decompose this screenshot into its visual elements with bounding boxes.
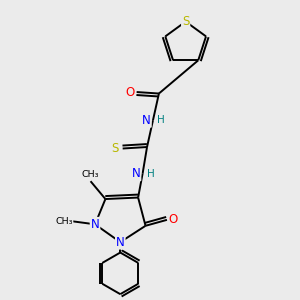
Text: S: S <box>112 142 119 155</box>
Text: O: O <box>125 85 135 98</box>
Text: N: N <box>116 236 125 249</box>
Text: S: S <box>182 15 189 28</box>
Text: N: N <box>132 167 140 180</box>
Text: CH₃: CH₃ <box>82 170 99 179</box>
Text: N: N <box>142 114 151 127</box>
Text: O: O <box>169 213 178 226</box>
Text: N: N <box>91 218 99 231</box>
Text: H: H <box>158 115 165 125</box>
Text: H: H <box>147 169 155 179</box>
Text: CH₃: CH₃ <box>55 217 73 226</box>
